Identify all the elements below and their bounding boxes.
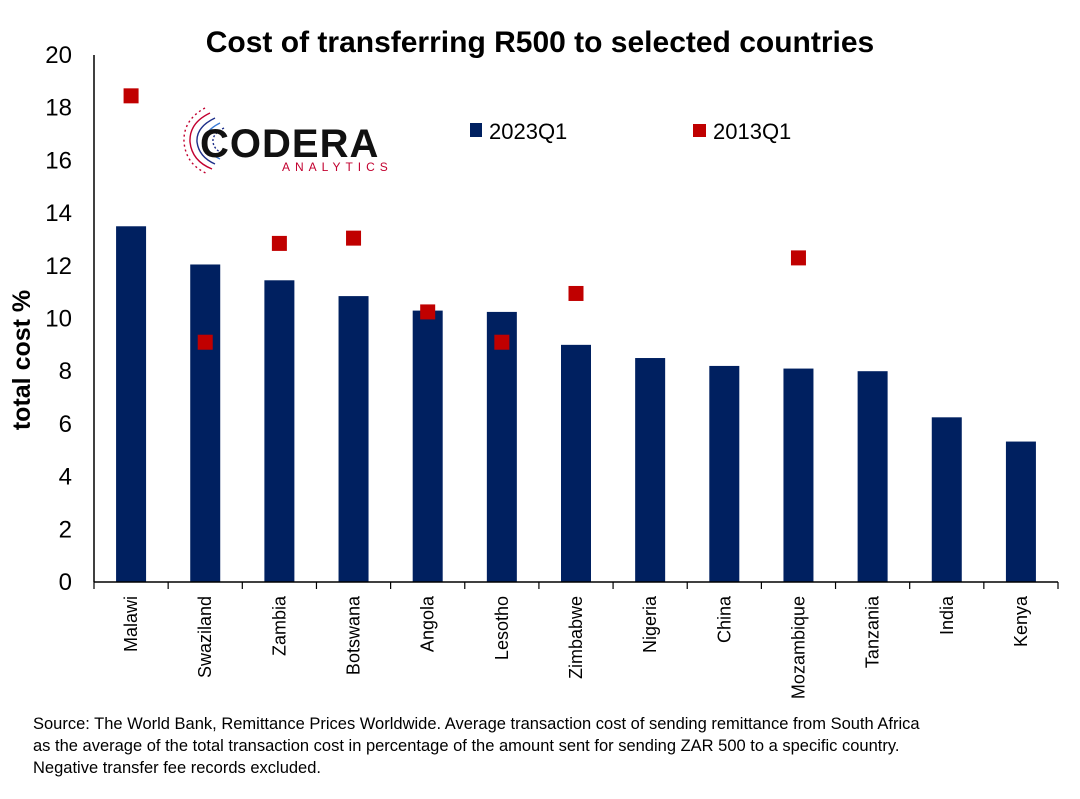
y-tick-label: 8 bbox=[59, 358, 72, 385]
logo-main-text: CODERA bbox=[200, 122, 379, 166]
source-line-1: Source: The World Bank, Remittance Price… bbox=[33, 715, 920, 733]
chart: Cost of transferring R500 to selected co… bbox=[8, 26, 1059, 699]
marker-lesotho bbox=[494, 334, 510, 350]
bar-malawi bbox=[116, 226, 147, 582]
codera-logo: CODERA ANALYTICS bbox=[183, 107, 393, 175]
x-tick-label: Swaziland bbox=[195, 596, 215, 678]
x-tick-label: Malawi bbox=[121, 596, 141, 652]
source-note: Source: The World Bank, Remittance Price… bbox=[33, 713, 1063, 779]
y-axis-ticks: 0 2 4 6 8 10 12 14 16 18 20 bbox=[45, 42, 72, 596]
y-tick-label: 10 bbox=[45, 306, 72, 333]
marker-angola bbox=[420, 304, 436, 320]
bar-mozambique bbox=[783, 368, 814, 582]
bar-angola bbox=[412, 310, 443, 582]
y-tick-label: 12 bbox=[45, 253, 72, 280]
x-tick-label: Tanzania bbox=[863, 595, 883, 668]
x-tick-label: Lesotho bbox=[492, 596, 512, 660]
y-tick-label: 6 bbox=[59, 411, 72, 438]
y-tick-label: 0 bbox=[59, 569, 72, 596]
bar-swaziland bbox=[190, 264, 221, 582]
marker-zambia bbox=[271, 235, 287, 251]
marker-botswana bbox=[346, 230, 362, 246]
x-tick-label: Nigeria bbox=[640, 595, 660, 653]
y-tick-label: 20 bbox=[45, 42, 72, 69]
x-tick-label: Botswana bbox=[344, 595, 364, 675]
chart-title: Cost of transferring R500 to selected co… bbox=[206, 26, 875, 59]
x-tick-label: Zimbabwe bbox=[566, 596, 586, 679]
markers-2013q1 bbox=[123, 88, 806, 350]
bar-nigeria bbox=[635, 358, 666, 582]
x-axis-ticks: Malawi Swaziland Zambia Botswana Angola Lesot… bbox=[121, 595, 1031, 699]
y-axis-label: total cost % bbox=[8, 290, 36, 430]
x-tick-label: Kenya bbox=[1011, 595, 1031, 647]
y-tick-label: 14 bbox=[45, 200, 72, 227]
legend-swatch-2023q1 bbox=[470, 123, 482, 137]
source-line-3: Negative transfer fee records excluded. bbox=[33, 759, 321, 777]
marker-mozambique bbox=[790, 250, 806, 266]
x-tick-label: Zambia bbox=[269, 595, 289, 656]
bar-zimbabwe bbox=[561, 344, 591, 582]
legend-swatch-2013q1 bbox=[693, 124, 706, 137]
legend: 2023Q1 2013Q1 bbox=[470, 119, 791, 144]
bars-2023q1 bbox=[116, 226, 1036, 582]
logo-swirl-icon bbox=[183, 107, 225, 175]
legend-label-2013q1: 2013Q1 bbox=[713, 119, 791, 144]
legend-label-2023q1: 2023Q1 bbox=[489, 119, 567, 144]
marker-malawi bbox=[123, 88, 139, 104]
bar-tanzania bbox=[857, 371, 888, 582]
bar-botswana bbox=[338, 296, 369, 582]
bar-kenya bbox=[1005, 441, 1036, 582]
marker-swaziland bbox=[197, 334, 213, 350]
bar-lesotho bbox=[486, 311, 517, 582]
x-tick-label: Angola bbox=[418, 595, 438, 652]
y-tick-label: 4 bbox=[59, 464, 72, 491]
logo-sub-text: ANALYTICS bbox=[282, 160, 393, 174]
x-tick-label: China bbox=[714, 595, 734, 643]
marker-zimbabwe bbox=[568, 285, 584, 301]
y-tick-label: 16 bbox=[45, 147, 72, 174]
source-line-2: as the average of the total transaction … bbox=[33, 737, 900, 755]
y-tick-label: 2 bbox=[59, 516, 72, 543]
y-tick-label: 18 bbox=[45, 95, 72, 122]
bar-india bbox=[931, 417, 962, 582]
bar-zambia bbox=[264, 280, 295, 582]
bar-china bbox=[709, 365, 740, 582]
x-tick-label: India bbox=[937, 595, 957, 635]
axes bbox=[93, 55, 1059, 589]
x-tick-label: Mozambique bbox=[788, 596, 808, 699]
